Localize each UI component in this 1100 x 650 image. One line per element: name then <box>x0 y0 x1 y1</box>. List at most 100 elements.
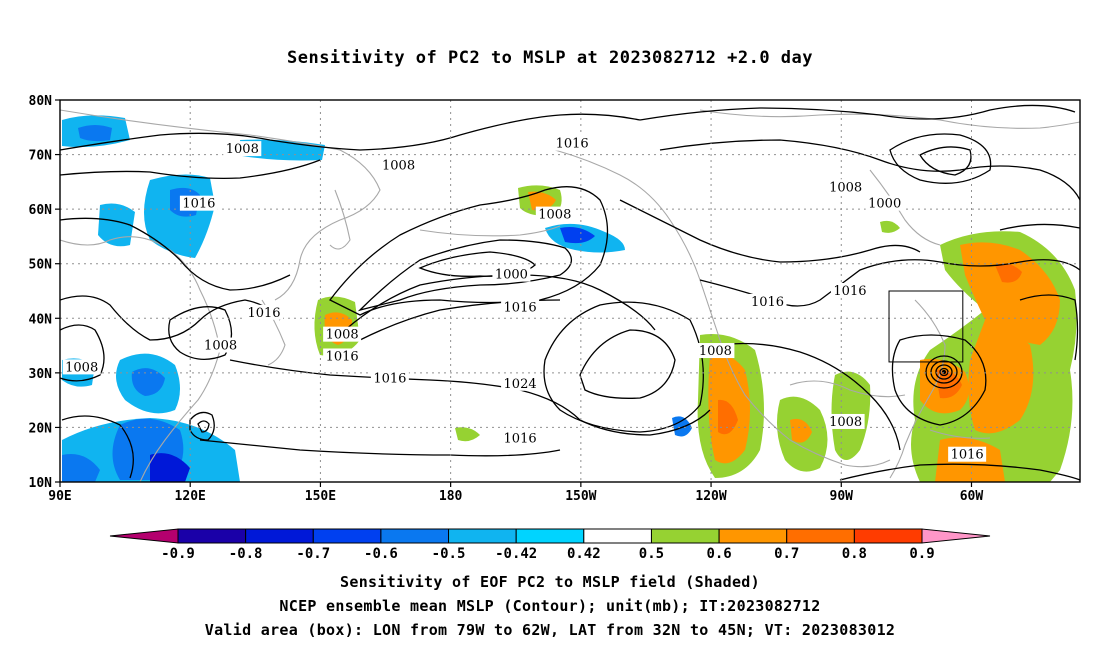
contour-line <box>329 186 609 316</box>
shade-negative <box>131 368 165 396</box>
cyclone-ring <box>925 355 963 389</box>
lat-tick-label: 60N <box>29 203 53 218</box>
mslp-contours <box>60 104 1080 481</box>
colorbar-segment <box>380 528 450 544</box>
contour-label-bg <box>323 326 362 342</box>
contour-label-bg <box>201 337 240 353</box>
shade-positive <box>880 220 900 233</box>
contour-line <box>61 415 134 479</box>
colorbar-segment <box>583 528 652 544</box>
contour-label-bg <box>501 299 540 315</box>
contour-line <box>839 463 1080 481</box>
contour-line <box>189 411 215 441</box>
contour-line <box>999 223 1080 231</box>
contour-label: 1024 <box>504 377 537 392</box>
contour-line <box>891 334 987 426</box>
contour-line <box>889 133 992 184</box>
colorbar-label: -0.5 <box>432 546 466 562</box>
colorbar-segment <box>312 528 382 544</box>
colorbar-label: 0.8 <box>842 546 867 562</box>
contour-label-bg <box>696 343 735 359</box>
contour-label: 1008 <box>829 415 862 430</box>
shade-negative <box>62 454 100 482</box>
contour-line <box>60 295 281 341</box>
lat-tick-label: 30N <box>29 367 53 382</box>
contour-line <box>543 301 704 433</box>
coastline-hudson <box>869 169 941 246</box>
contour-label: 1008 <box>204 339 237 354</box>
contour-line <box>60 324 105 382</box>
colorbar-segment <box>245 528 314 544</box>
contour-label: 1000 <box>868 197 901 212</box>
contour-line <box>60 159 321 180</box>
lat-tick-label: 20N <box>29 421 53 436</box>
contour-line <box>197 420 210 433</box>
contour-label: 1000 <box>495 268 528 283</box>
shade-negative <box>98 203 135 247</box>
contour-label: 1016 <box>504 300 537 315</box>
contour-line <box>357 239 572 312</box>
plot-frame <box>59 99 1081 483</box>
contour-label: 1016 <box>556 137 589 152</box>
caption-valid-area: Valid area (box): LON from 79W to 62W, L… <box>204 621 896 639</box>
shade-positive <box>960 242 1060 345</box>
coastlines <box>60 109 1080 482</box>
coastline-na-east <box>889 299 946 479</box>
contour-label-bg <box>492 266 531 282</box>
colorbar-label: -0.42 <box>495 546 537 562</box>
colorbar-segment <box>650 528 720 544</box>
shade-positive <box>455 427 480 442</box>
cyclone-ring <box>930 360 958 384</box>
lon-tick-label: 150E <box>305 489 336 504</box>
shade-negative <box>672 416 692 437</box>
contour-label-bg <box>535 206 574 222</box>
coastline-asia-north <box>60 109 381 301</box>
lon-tick-label: 180 <box>439 489 463 504</box>
contour-line <box>919 146 972 176</box>
contour-label-bg <box>501 430 540 446</box>
contour-label: 1008 <box>538 208 571 223</box>
contour-label: 1016 <box>373 371 406 386</box>
shade-positive <box>968 320 1034 434</box>
shade-negative <box>144 174 215 258</box>
colorbar-segment <box>177 528 247 544</box>
axis-labels: 90E 120E 150E 180 150W 120W 90W 60W 80N 70N 60N 50N… <box>29 94 984 504</box>
contour-label: 1008 <box>829 180 862 195</box>
colorbar-label: -0.6 <box>364 546 398 562</box>
contour-line <box>168 306 233 360</box>
lat-tick-label: 70N <box>29 149 53 164</box>
colorbar-segment <box>853 528 923 544</box>
coastline-aleutians <box>419 225 561 237</box>
lon-tick-label: 150W <box>565 489 596 504</box>
colorbar-label: 0.5 <box>639 546 664 562</box>
contour-label: 1016 <box>951 448 984 463</box>
contour-line <box>659 139 1080 201</box>
lat-tick-label: 10N <box>29 476 53 491</box>
colorbar-segment <box>786 528 855 544</box>
contour-label-bg <box>748 293 787 309</box>
shade-positive <box>718 399 738 435</box>
contour-label-bg <box>948 446 987 462</box>
lat-tick-label: 40N <box>29 312 53 327</box>
contour-line <box>579 329 676 399</box>
contour-label: 1008 <box>226 142 259 157</box>
colorbar-arrow-low <box>109 528 179 544</box>
caption-contour: NCEP ensemble mean MSLP (Contour); unit(… <box>279 597 821 615</box>
contour-labels: 1008 1008 1016 1008 1008 1000 1016 1000 1016 1016… <box>62 135 987 463</box>
contour-line <box>199 439 561 457</box>
contour-label-bg <box>826 413 865 429</box>
colorbar-arrow-high <box>921 528 991 544</box>
contour-label-bg <box>379 157 418 173</box>
contour-label-bg <box>501 375 540 391</box>
colorbar-segment <box>718 528 788 544</box>
contour-label-bg <box>323 348 362 364</box>
coastline-gulf <box>789 380 906 398</box>
colorbar-segment <box>448 528 517 544</box>
contour-label: 1016 <box>182 197 215 212</box>
shade-positive <box>995 263 1022 283</box>
contour-label-bg <box>830 283 869 298</box>
coastline-arctic <box>699 109 1080 129</box>
colorbar-label: 0.6 <box>706 546 731 562</box>
contour-line <box>60 217 291 291</box>
